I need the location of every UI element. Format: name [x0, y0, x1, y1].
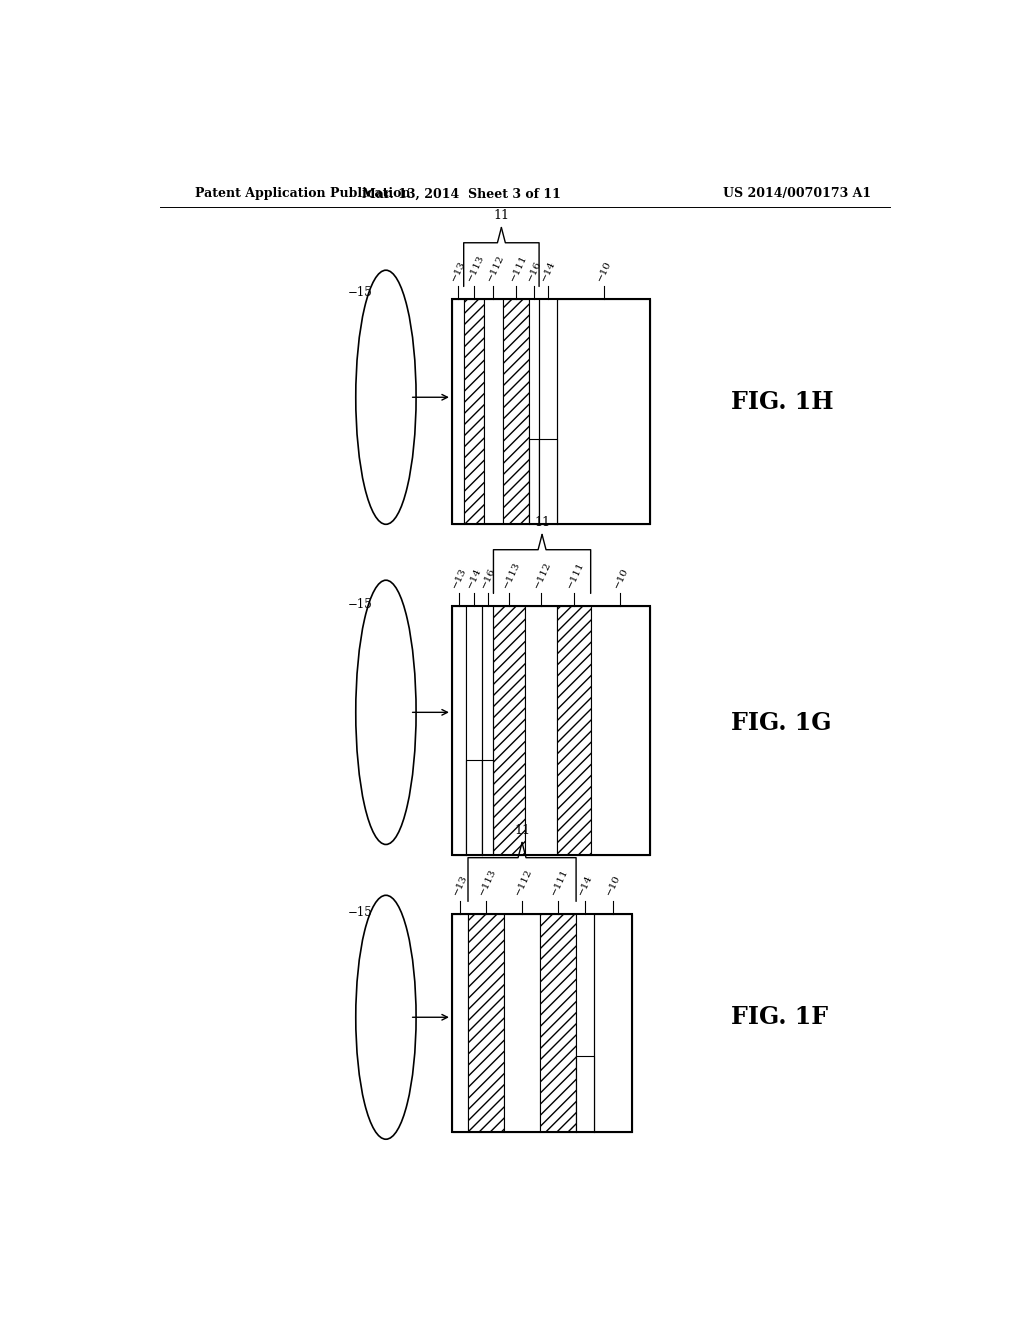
- Text: −14: −14: [466, 565, 483, 589]
- Bar: [529, 298, 539, 524]
- Text: US 2014/0070173 A1: US 2014/0070173 A1: [723, 187, 871, 201]
- Ellipse shape: [355, 271, 416, 524]
- Bar: [452, 606, 650, 854]
- Bar: [557, 298, 650, 524]
- Text: −111: −111: [565, 560, 586, 589]
- Text: 11: 11: [494, 210, 509, 223]
- Bar: [504, 913, 540, 1133]
- Text: −16: −16: [526, 259, 544, 282]
- Bar: [529, 438, 539, 524]
- Text: −113: −113: [478, 867, 498, 898]
- Text: −111: −111: [550, 867, 570, 898]
- Text: −16: −16: [479, 565, 497, 589]
- Bar: [557, 606, 591, 854]
- Text: FIG. 1G: FIG. 1G: [731, 710, 831, 734]
- Text: −15: −15: [348, 906, 373, 919]
- Bar: [540, 913, 577, 1133]
- Ellipse shape: [355, 581, 416, 845]
- Bar: [481, 760, 494, 854]
- Text: −13: −13: [452, 874, 469, 898]
- Bar: [594, 913, 632, 1133]
- Bar: [452, 913, 468, 1133]
- Text: −113: −113: [501, 560, 521, 589]
- Text: −15: −15: [348, 598, 373, 611]
- Bar: [494, 606, 525, 854]
- Bar: [468, 913, 504, 1133]
- Text: −13: −13: [450, 259, 467, 282]
- Text: −113: −113: [466, 252, 485, 282]
- Text: −10: −10: [595, 259, 612, 282]
- Text: FIG. 1F: FIG. 1F: [731, 1006, 828, 1030]
- Text: Mar. 13, 2014  Sheet 3 of 11: Mar. 13, 2014 Sheet 3 of 11: [361, 187, 561, 201]
- Bar: [452, 298, 464, 524]
- Text: −13: −13: [451, 565, 468, 589]
- Text: FIG. 1H: FIG. 1H: [731, 391, 834, 414]
- Bar: [525, 606, 557, 854]
- Text: −112: −112: [485, 252, 506, 282]
- Text: −112: −112: [514, 867, 535, 898]
- Bar: [591, 606, 650, 854]
- Bar: [452, 606, 466, 854]
- Bar: [466, 760, 481, 854]
- Text: −14: −14: [540, 259, 557, 282]
- Bar: [577, 1056, 594, 1133]
- Text: −10: −10: [605, 874, 623, 898]
- Text: 11: 11: [514, 825, 530, 837]
- Text: −15: −15: [348, 285, 373, 298]
- Bar: [539, 438, 557, 524]
- Bar: [466, 606, 481, 854]
- Bar: [464, 298, 483, 524]
- Text: 11: 11: [535, 516, 550, 529]
- Bar: [452, 913, 632, 1133]
- Text: −10: −10: [612, 565, 630, 589]
- Bar: [539, 298, 557, 524]
- Bar: [452, 298, 650, 524]
- Text: −111: −111: [508, 252, 528, 282]
- Bar: [504, 298, 529, 524]
- Bar: [483, 298, 504, 524]
- Text: Patent Application Publication: Patent Application Publication: [196, 187, 411, 201]
- Text: −14: −14: [577, 874, 594, 898]
- Text: −112: −112: [532, 560, 553, 589]
- Ellipse shape: [355, 895, 416, 1139]
- Bar: [577, 913, 594, 1133]
- Bar: [481, 606, 494, 854]
